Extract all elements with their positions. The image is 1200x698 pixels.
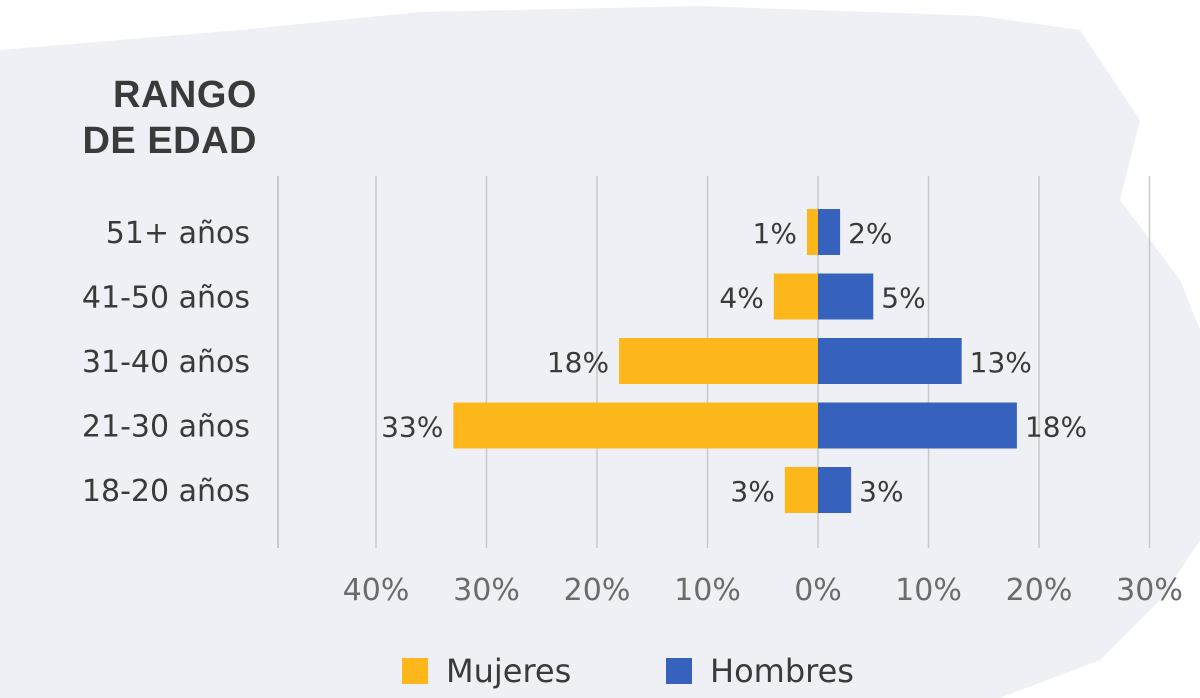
bar-mujeres: [806, 209, 818, 255]
x-tick-label: 10%: [674, 573, 741, 608]
x-tick-label: 10%: [895, 573, 962, 608]
legend-label-hombres: Hombres: [710, 652, 854, 690]
bar-mujeres: [619, 338, 818, 384]
category-label: 41-50 años: [82, 281, 250, 316]
data-label-hombres: 3%: [859, 475, 903, 508]
x-tick-label: 20%: [564, 573, 631, 608]
data-label-mujeres: 33%: [381, 411, 443, 444]
legend: Mujeres Hombres: [0, 652, 1200, 698]
bar-mujeres: [784, 467, 818, 513]
bar-mujeres: [453, 402, 818, 449]
data-label-hombres: 2%: [848, 217, 892, 250]
legend-swatch-hombres: [666, 658, 692, 684]
data-label-mujeres: 1%: [753, 217, 797, 250]
legend-item-mujeres: Mujeres: [402, 652, 571, 690]
x-tick-label: 30%: [453, 573, 520, 608]
bar-hombres: [818, 338, 962, 384]
bar-hombres: [818, 273, 874, 320]
bar-hombres: [818, 467, 852, 513]
data-label-mujeres: 4%: [719, 282, 763, 315]
data-label-hombres: 18%: [1025, 411, 1087, 444]
legend-label-mujeres: Mujeres: [446, 652, 572, 690]
y-axis-title-line-2: DE EDAD: [82, 120, 257, 162]
bar-hombres: [818, 402, 1017, 449]
y-axis-title-line-1: RANGO: [113, 74, 257, 116]
category-label: 51+ años: [106, 216, 250, 251]
x-tick-label: 30%: [1116, 573, 1183, 608]
x-tick-label: 20%: [1006, 573, 1073, 608]
bar-mujeres: [773, 273, 818, 320]
data-label-hombres: 13%: [970, 346, 1032, 379]
data-label-mujeres: 3%: [730, 475, 774, 508]
category-label: 31-40 años: [82, 345, 250, 380]
x-tick-label: 0%: [794, 573, 842, 608]
y-axis-title: RANGO DE EDAD: [82, 72, 257, 164]
legend-swatch-mujeres: [402, 658, 428, 684]
background-map-shape: [0, 6, 1200, 698]
legend-item-hombres: Hombres: [666, 652, 854, 690]
category-label: 18-20 años: [82, 474, 250, 509]
data-label-hombres: 5%: [881, 282, 925, 315]
x-tick-label: 40%: [343, 573, 410, 608]
data-label-mujeres: 18%: [547, 346, 609, 379]
category-label: 21-30 años: [82, 410, 250, 445]
bar-hombres: [818, 209, 841, 255]
